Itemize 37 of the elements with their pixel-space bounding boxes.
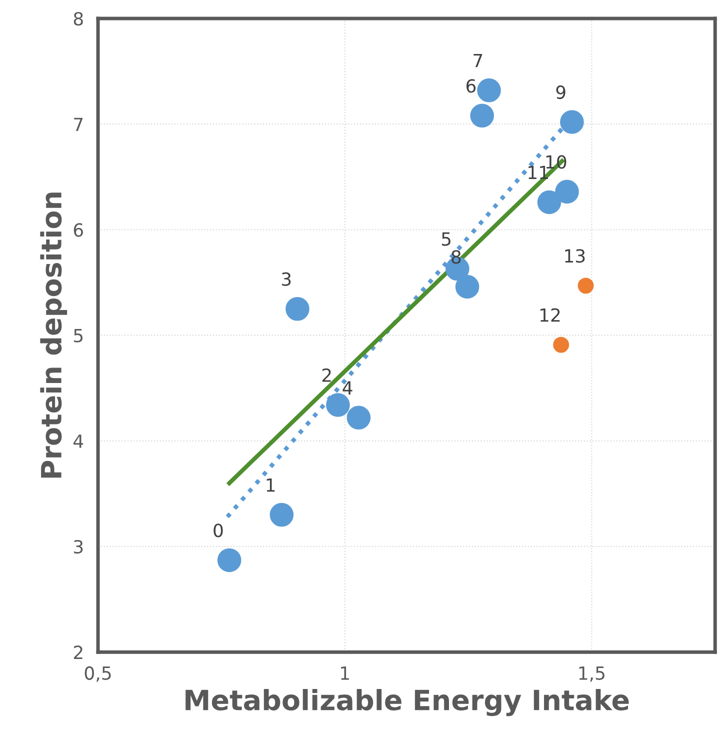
x-tick-label: 0,5 bbox=[84, 666, 111, 682]
annotation: 0 bbox=[214, 524, 223, 538]
annotation: 11 bbox=[528, 166, 548, 180]
annotation: 12 bbox=[540, 308, 560, 322]
point bbox=[555, 180, 579, 204]
point bbox=[326, 393, 350, 417]
point bbox=[553, 336, 570, 353]
y-tick-label: 6 bbox=[74, 223, 83, 237]
annotation: 3 bbox=[282, 272, 291, 286]
x-tick-label: 1,5 bbox=[579, 666, 604, 682]
annotation: 4 bbox=[342, 381, 352, 394]
point bbox=[346, 406, 371, 430]
point bbox=[477, 78, 501, 102]
y-axis-title: Protein deposition bbox=[40, 192, 68, 478]
annotation: 7 bbox=[474, 54, 482, 68]
point bbox=[217, 548, 242, 572]
point bbox=[455, 274, 480, 299]
point bbox=[560, 110, 584, 134]
y-tick-label: 8 bbox=[74, 12, 83, 26]
point bbox=[578, 278, 594, 294]
point bbox=[470, 104, 494, 128]
point bbox=[537, 190, 562, 214]
y-tick-label: 7 bbox=[74, 118, 83, 131]
y-tick-label: 2 bbox=[74, 646, 82, 659]
annotation: 6 bbox=[466, 79, 476, 93]
annotation: 5 bbox=[442, 232, 450, 246]
point bbox=[270, 502, 294, 527]
annotation: 1 bbox=[266, 478, 275, 492]
annotation: 9 bbox=[556, 85, 566, 100]
y-tick-label: 5 bbox=[74, 329, 83, 342]
y-tick-label: 4 bbox=[74, 434, 84, 448]
x-axis-title: Metabolizable Energy Intake bbox=[186, 689, 629, 716]
x-tick-label: 1 bbox=[341, 666, 349, 680]
y-tick-label: 3 bbox=[74, 540, 83, 554]
annotation: 2 bbox=[322, 368, 331, 382]
point bbox=[286, 297, 310, 321]
annotation: 13 bbox=[565, 249, 585, 263]
